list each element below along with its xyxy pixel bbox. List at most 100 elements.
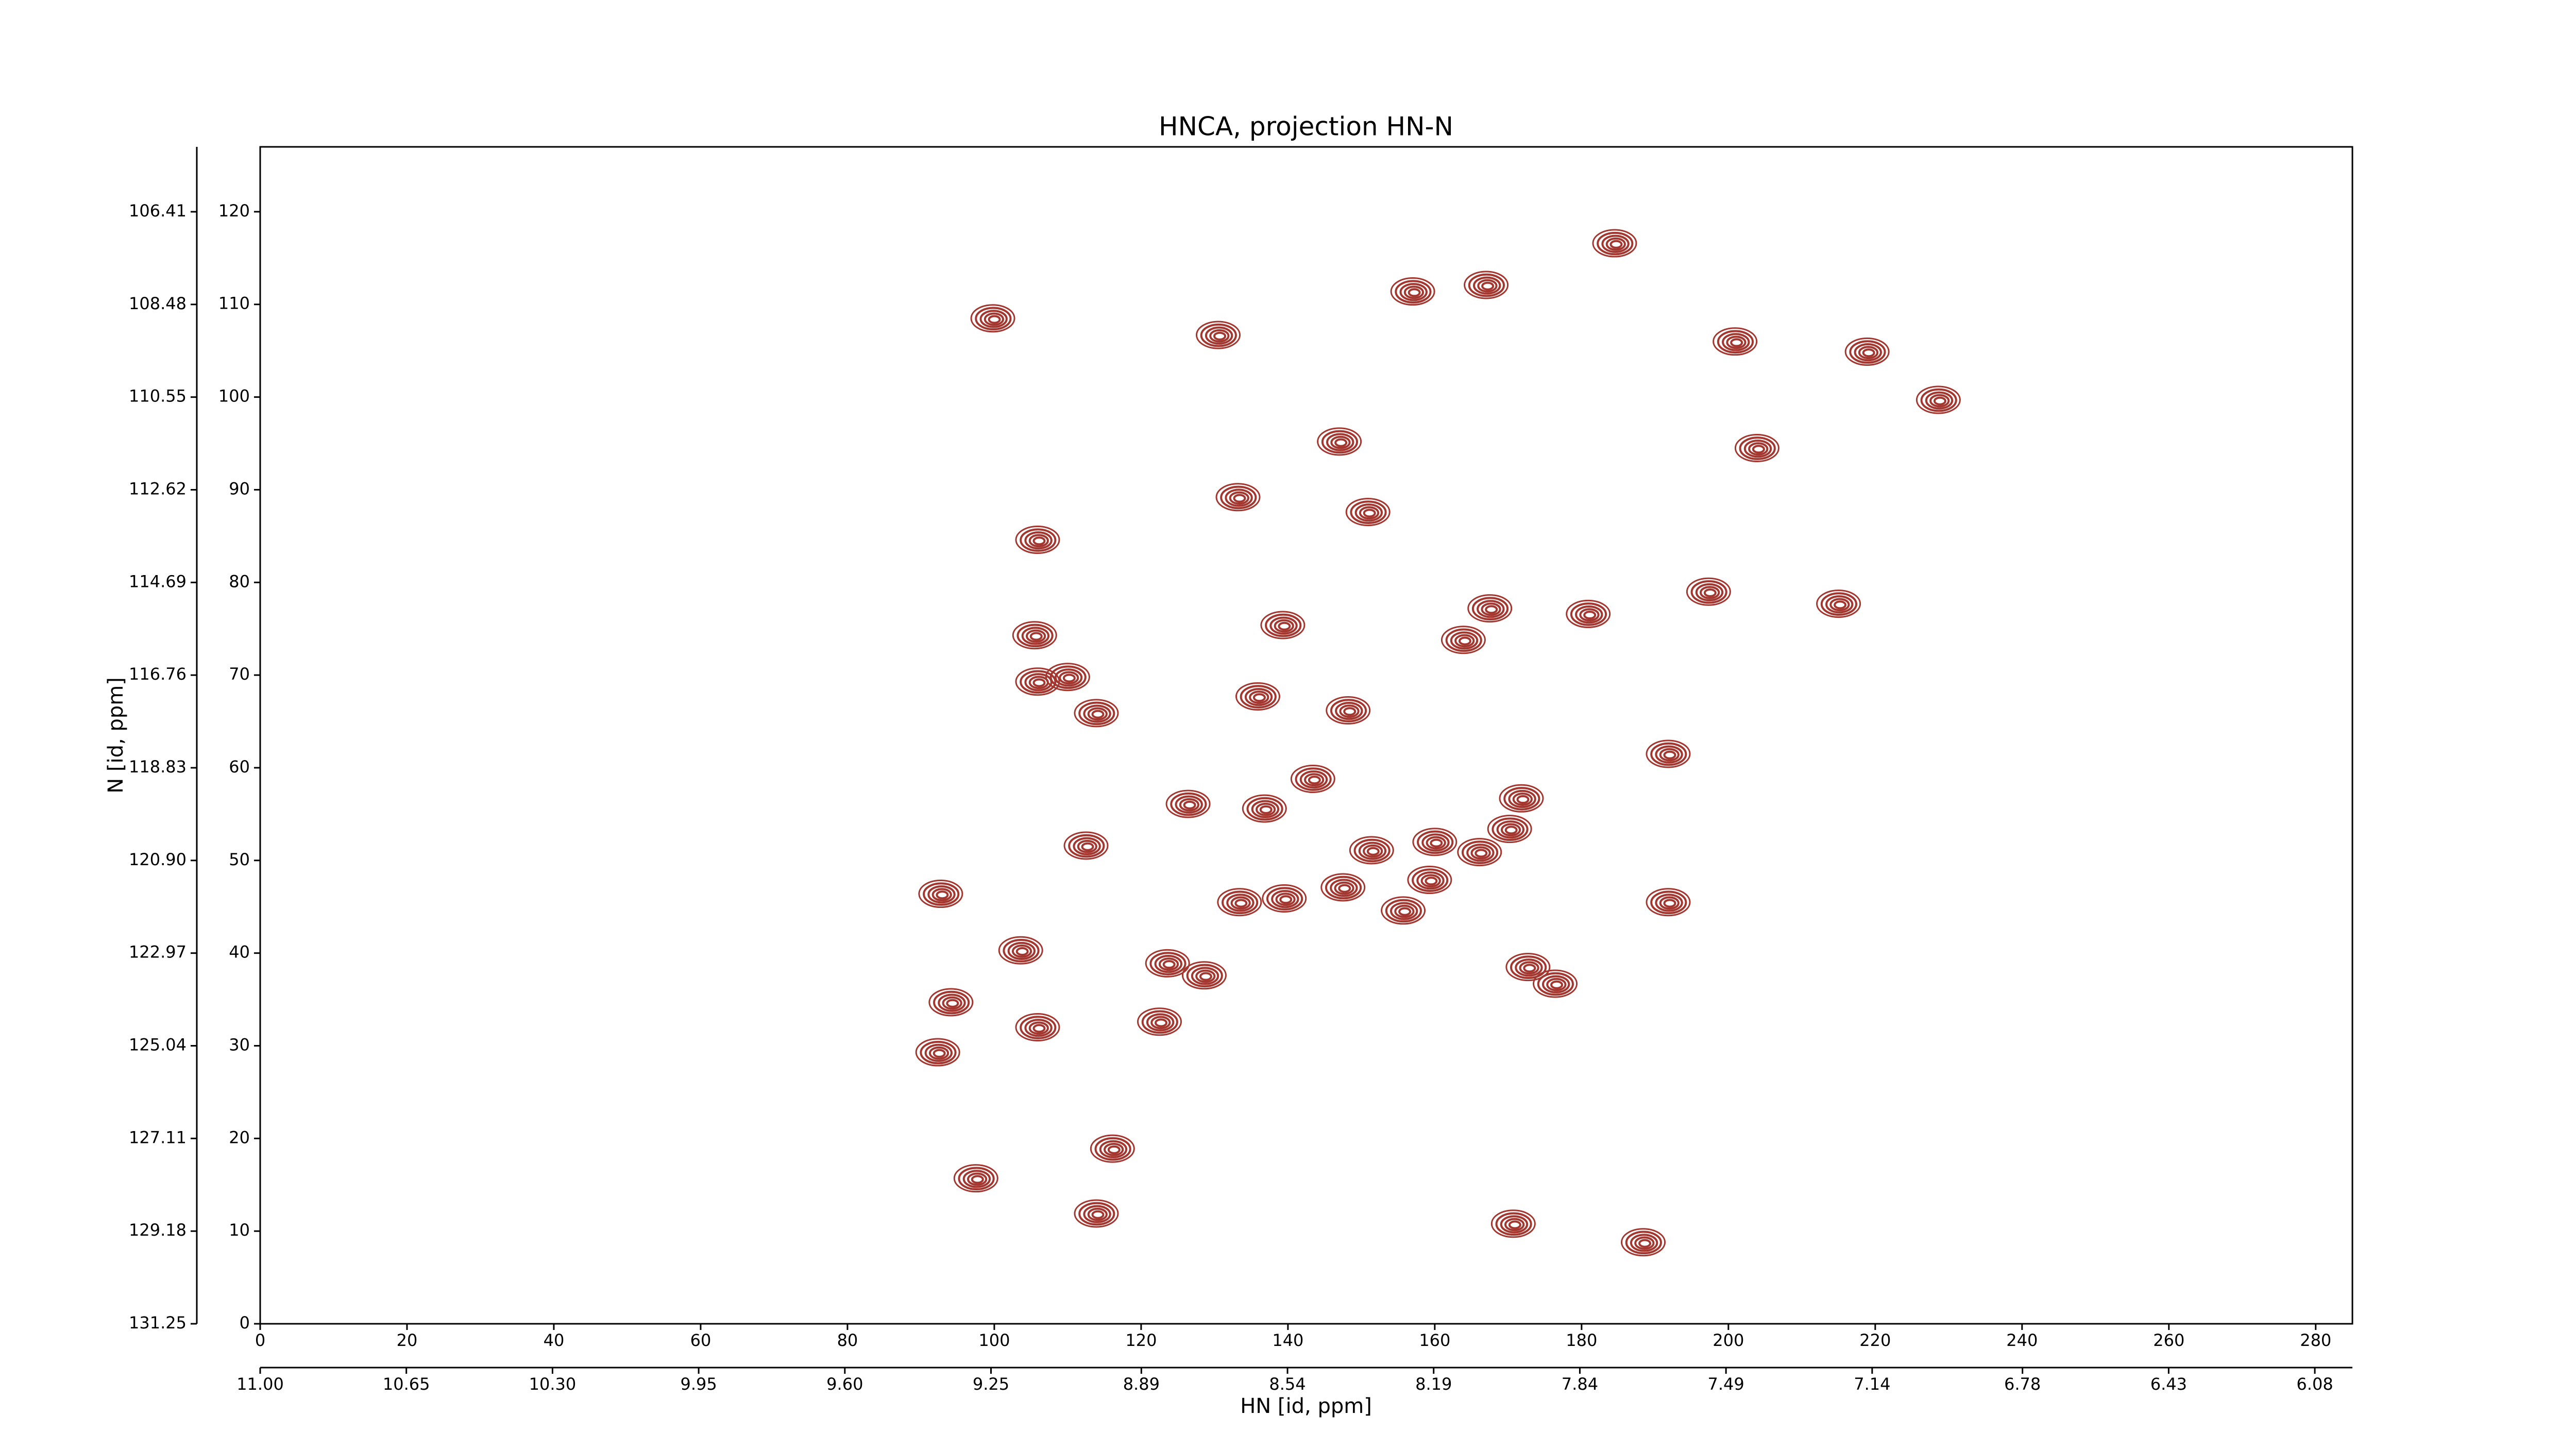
contour-level <box>1335 702 1363 720</box>
contour-level <box>1195 969 1216 983</box>
contour-level <box>1225 488 1253 507</box>
contour-level <box>1308 776 1321 785</box>
contour-level <box>1834 600 1847 610</box>
contour-level <box>1320 873 1366 902</box>
contour-level <box>1146 1013 1175 1032</box>
contour-level <box>1925 391 1954 410</box>
contour-level <box>924 1043 953 1062</box>
contour-level <box>1394 904 1415 918</box>
contour-level <box>1601 234 1630 253</box>
contour-level <box>1726 335 1747 349</box>
x-tick-label: 80 <box>837 1330 858 1350</box>
contour-level <box>1825 595 1854 614</box>
peak <box>1499 784 1544 813</box>
contour-level <box>1242 794 1287 823</box>
peak <box>970 304 1015 333</box>
peak <box>1816 589 1861 618</box>
peak <box>918 880 963 908</box>
contour-level <box>1638 1239 1652 1248</box>
contour-level <box>1412 828 1458 856</box>
contour-level <box>1007 941 1036 961</box>
x2-tick-label: 6.78 <box>2004 1374 2041 1394</box>
contour-level <box>1012 621 1057 650</box>
contour-level <box>1334 881 1354 895</box>
contour-level <box>1090 1134 1135 1163</box>
contour-level <box>1213 331 1227 341</box>
contour-level <box>1094 1137 1131 1161</box>
y2-tick-label: 129.18 <box>129 1220 187 1240</box>
contour-level <box>1345 498 1391 527</box>
contour-level <box>1317 427 1362 456</box>
y2-tick-label: 110.55 <box>129 386 187 406</box>
peak <box>1320 873 1366 902</box>
contour-level <box>1450 631 1479 650</box>
peak <box>1412 828 1458 856</box>
peak <box>1566 599 1611 628</box>
x2-tick-label: 9.25 <box>973 1374 1009 1394</box>
contour-level <box>1265 613 1302 637</box>
contour-level <box>1350 500 1387 524</box>
contour-level <box>1170 792 1207 816</box>
x2-tick-label: 7.14 <box>1854 1374 1890 1394</box>
peak <box>1235 682 1280 711</box>
contour-level <box>1471 597 1509 621</box>
contour-level <box>1326 433 1354 451</box>
y-tick-label: 110 <box>218 294 250 313</box>
contour-level <box>1235 682 1280 711</box>
contour-level <box>928 988 974 1017</box>
contour-level <box>1430 838 1443 848</box>
contour-level <box>1020 528 1057 552</box>
contour-level <box>1145 949 1190 978</box>
contour-level <box>1458 636 1471 646</box>
x-tick-label: 140 <box>1272 1330 1303 1350</box>
contour-level <box>1519 961 1539 975</box>
contour-level <box>1461 840 1499 865</box>
contour-level <box>1916 385 1961 414</box>
contour-level <box>938 993 966 1012</box>
contour-level <box>1389 902 1418 920</box>
contour-level <box>1362 844 1383 858</box>
contour-level <box>1650 742 1687 766</box>
contour-level <box>1490 1209 1536 1238</box>
x-tick-label: 220 <box>1859 1330 1891 1350</box>
contour-level <box>1330 435 1351 449</box>
contour-level <box>1205 326 1233 345</box>
contour-level <box>1063 831 1109 860</box>
contour-level <box>1029 632 1043 641</box>
contour-level <box>1686 577 1731 606</box>
contour-level <box>1929 394 1950 408</box>
contour-level <box>1226 894 1255 912</box>
y2-tick-label: 122.97 <box>129 942 187 962</box>
contour-level <box>1862 348 1875 358</box>
peak <box>1646 739 1691 768</box>
peak <box>1621 1228 1666 1257</box>
contour-level <box>1421 833 1450 852</box>
contour-level <box>1068 834 1105 858</box>
contour-level <box>1492 817 1529 841</box>
y-tick-label: 20 <box>229 1127 250 1147</box>
contour-level <box>1326 696 1371 724</box>
contour-level <box>1816 589 1861 618</box>
contour-level <box>1713 327 1758 356</box>
contour-level <box>1275 892 1296 906</box>
contour-level <box>1630 1234 1658 1252</box>
peak <box>1844 337 1890 366</box>
contour-level <box>1032 1024 1046 1033</box>
peak <box>1390 277 1435 306</box>
peak <box>1196 321 1241 349</box>
x2-tick-label: 7.49 <box>1708 1374 1744 1394</box>
x2-tick-label: 9.60 <box>826 1374 863 1394</box>
contour-level <box>1399 283 1428 301</box>
contour-level <box>1500 823 1521 837</box>
contour-level <box>1477 600 1505 618</box>
contour-level <box>1062 673 1076 683</box>
peak <box>1137 1007 1182 1036</box>
contour-level <box>1504 825 1518 835</box>
contour-level <box>1290 765 1335 794</box>
contour-level <box>1049 665 1087 689</box>
contour-level <box>1104 1142 1124 1156</box>
contour-level <box>1175 795 1203 814</box>
contour-level <box>1011 945 1032 958</box>
contour-level <box>1625 1231 1662 1255</box>
contour-level <box>1081 842 1094 851</box>
